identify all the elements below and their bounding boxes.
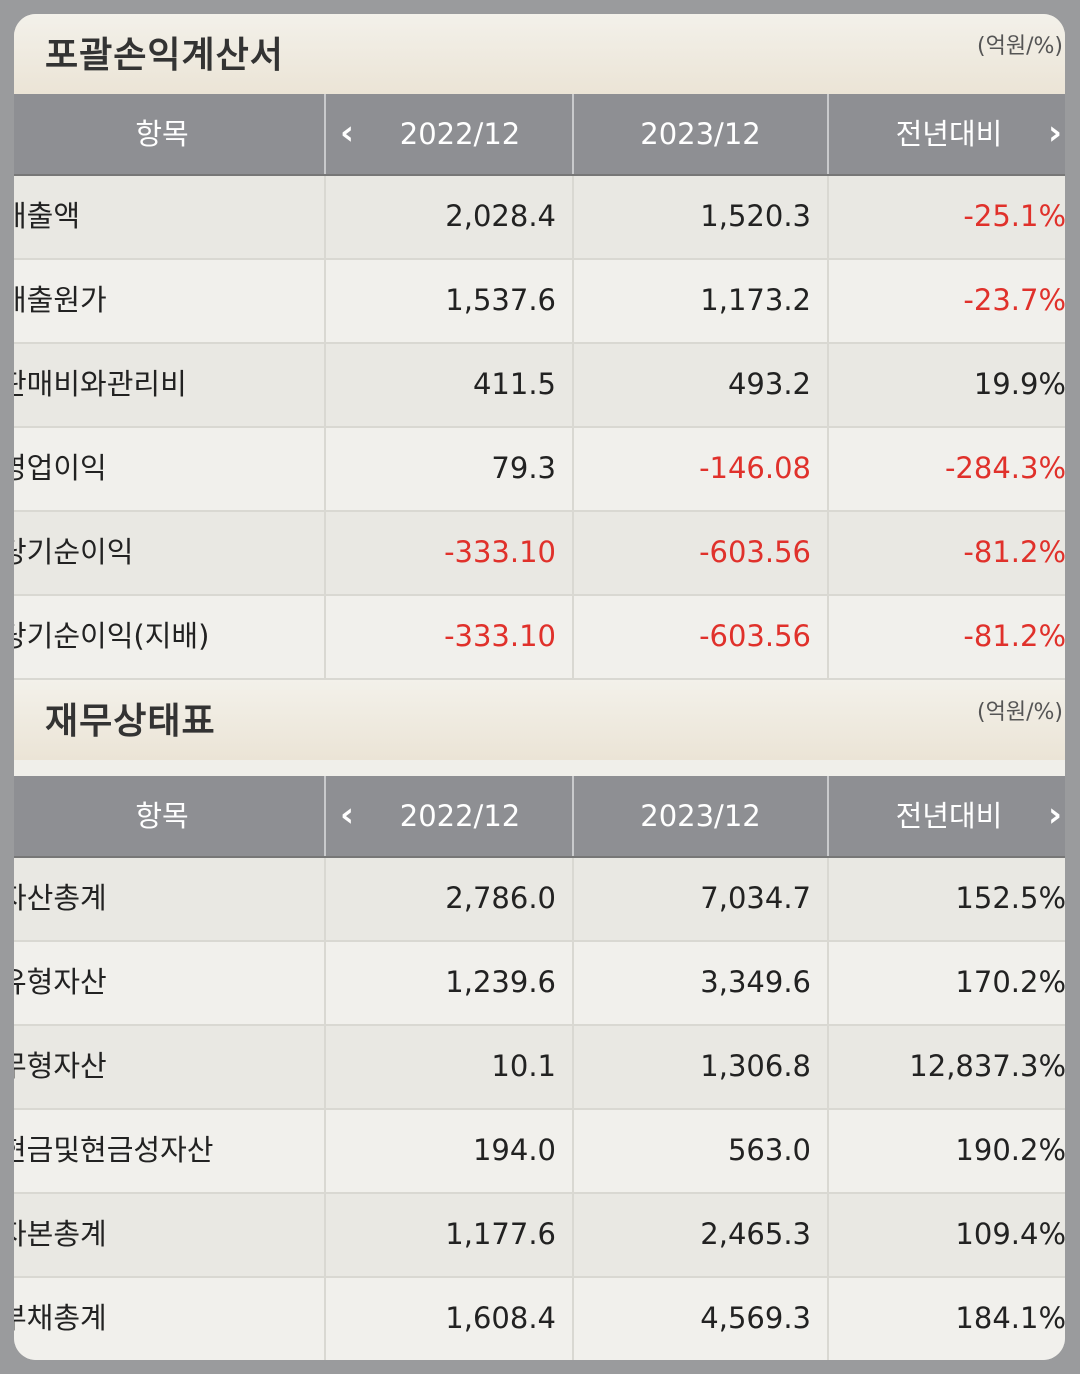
column-header-item: 항목	[135, 799, 189, 833]
table-row[interactable]: 영업이익 79.3-146.08-284.3%	[14, 428, 1065, 512]
value-2023: 3,349.6	[572, 942, 827, 1024]
value-2022: 411.5	[324, 344, 572, 426]
table-row[interactable]: 매출액 2,028.41,520.3-25.1%	[14, 176, 1065, 260]
section-title: 재무상태표	[45, 701, 216, 742]
value-2023: 7,034.7	[572, 858, 827, 940]
value-yoy: -23.7%	[827, 260, 1065, 342]
value-2022: 1,608.4	[324, 1278, 572, 1360]
table-row[interactable]: 무형자산 10.11,306.812,837.3%	[14, 1026, 1065, 1110]
value-yoy: 170.2%	[827, 942, 1065, 1024]
value-yoy: 152.5%	[827, 858, 1065, 940]
row-label: 당기순이익	[14, 535, 134, 569]
value-2023: -603.56	[572, 512, 827, 594]
value-2022: 2,028.4	[324, 176, 572, 258]
column-header-item: 항목	[135, 117, 189, 151]
column-header-yoy-label: 전년대비	[895, 117, 1003, 151]
balance-sheet-header: 재무상태표 (억원/%)	[14, 680, 1065, 760]
value-2022: 194.0	[324, 1110, 572, 1192]
row-label: 판매비와관리비	[14, 367, 187, 401]
value-2023: 2,465.3	[572, 1194, 827, 1276]
value-2023: -603.56	[572, 596, 827, 678]
column-header-yoy-label: 전년대비	[895, 799, 1003, 833]
value-yoy: 184.1%	[827, 1278, 1065, 1360]
chevron-left-icon[interactable]: ‹	[340, 795, 355, 835]
value-2023: 1,173.2	[572, 260, 827, 342]
income-statement-header: 포괄손익계산서 (억원/%)	[14, 14, 1065, 94]
value-yoy: 190.2%	[827, 1110, 1065, 1192]
row-label: 매출원가	[14, 283, 107, 317]
value-yoy: 12,837.3%	[827, 1026, 1065, 1108]
value-2022: 1,239.6	[324, 942, 572, 1024]
table-row[interactable]: 판매비와관리비 411.5 493.2 19.9%	[14, 344, 1065, 428]
section-title: 포괄손익계산서	[45, 35, 284, 76]
value-2023: 563.0	[572, 1110, 827, 1192]
row-label: 현금및현금성자산	[14, 1133, 214, 1167]
column-header-2022-label: 2022/12	[399, 799, 521, 833]
row-label: 당기순이익(지배)	[14, 619, 210, 653]
value-2022: 1,177.6	[324, 1194, 572, 1276]
value-2022: 1,537.6	[324, 260, 572, 342]
value-2023: 1,306.8	[572, 1026, 827, 1108]
row-label: 유형자산	[14, 965, 107, 999]
column-header-yoy: 전년대비	[827, 94, 1065, 174]
row-label: 무형자산	[14, 1049, 107, 1083]
value-yoy: -25.1%	[827, 176, 1065, 258]
value-yoy: 109.4%	[827, 1194, 1065, 1276]
value-yoy: -284.3%	[827, 428, 1065, 510]
value-yoy: 19.9%	[827, 344, 1065, 426]
value-2022: -333.10	[324, 512, 572, 594]
table-row[interactable]: 당기순이익 -333.10-603.56-81.2%	[14, 512, 1065, 596]
row-label: 자산총계	[14, 881, 107, 915]
table-row[interactable]: 현금및현금성자산 194.0 563.0 190.2%	[14, 1110, 1065, 1194]
row-label: 자본총계	[14, 1217, 107, 1251]
value-yoy: -81.2%	[827, 596, 1065, 678]
row-label: 매출액	[14, 199, 81, 233]
chevron-right-icon[interactable]: ›	[1048, 795, 1063, 835]
balance-table-header: 항목 2022/12 ‹ 2023/12 전년대비 ›	[14, 776, 1065, 858]
row-label: 부채총계	[14, 1301, 107, 1335]
row-label: 영업이익	[14, 451, 107, 485]
financial-card: 포괄손익계산서 (억원/%) 항목 2022/12 ‹ 2023/12 전년대비…	[14, 14, 1065, 1360]
value-2023: 4,569.3	[572, 1278, 827, 1360]
value-2022: 2,786.0	[324, 858, 572, 940]
value-yoy: -81.2%	[827, 512, 1065, 594]
chevron-right-icon[interactable]: ›	[1048, 113, 1063, 153]
chevron-left-icon[interactable]: ‹	[340, 113, 355, 153]
unit-label: (억원/%)	[977, 700, 1063, 725]
column-header-2022-label: 2022/12	[399, 117, 521, 151]
column-header-2023: 2023/12	[572, 94, 827, 174]
column-header-2022: 2022/12	[324, 94, 572, 174]
table-row[interactable]: 당기순이익(지배) -333.10 -603.56 -81.2%	[14, 596, 1065, 680]
value-2022: 79.3	[324, 428, 572, 510]
column-header-yoy: 전년대비	[827, 776, 1065, 856]
unit-label: (억원/%)	[977, 34, 1063, 59]
value-2023: 1,520.3	[572, 176, 827, 258]
value-2023: 493.2	[572, 344, 827, 426]
column-header-2022: 2022/12	[324, 776, 572, 856]
value-2023: -146.08	[572, 428, 827, 510]
value-2022: 10.1	[324, 1026, 572, 1108]
value-2022: -333.10	[324, 596, 572, 678]
income-table-header: 항목 2022/12 ‹ 2023/12 전년대비 ›	[14, 94, 1065, 176]
column-header-2023: 2023/12	[572, 776, 827, 856]
table-row[interactable]: 매출원가 1,537.61,173.2-23.7%	[14, 260, 1065, 344]
